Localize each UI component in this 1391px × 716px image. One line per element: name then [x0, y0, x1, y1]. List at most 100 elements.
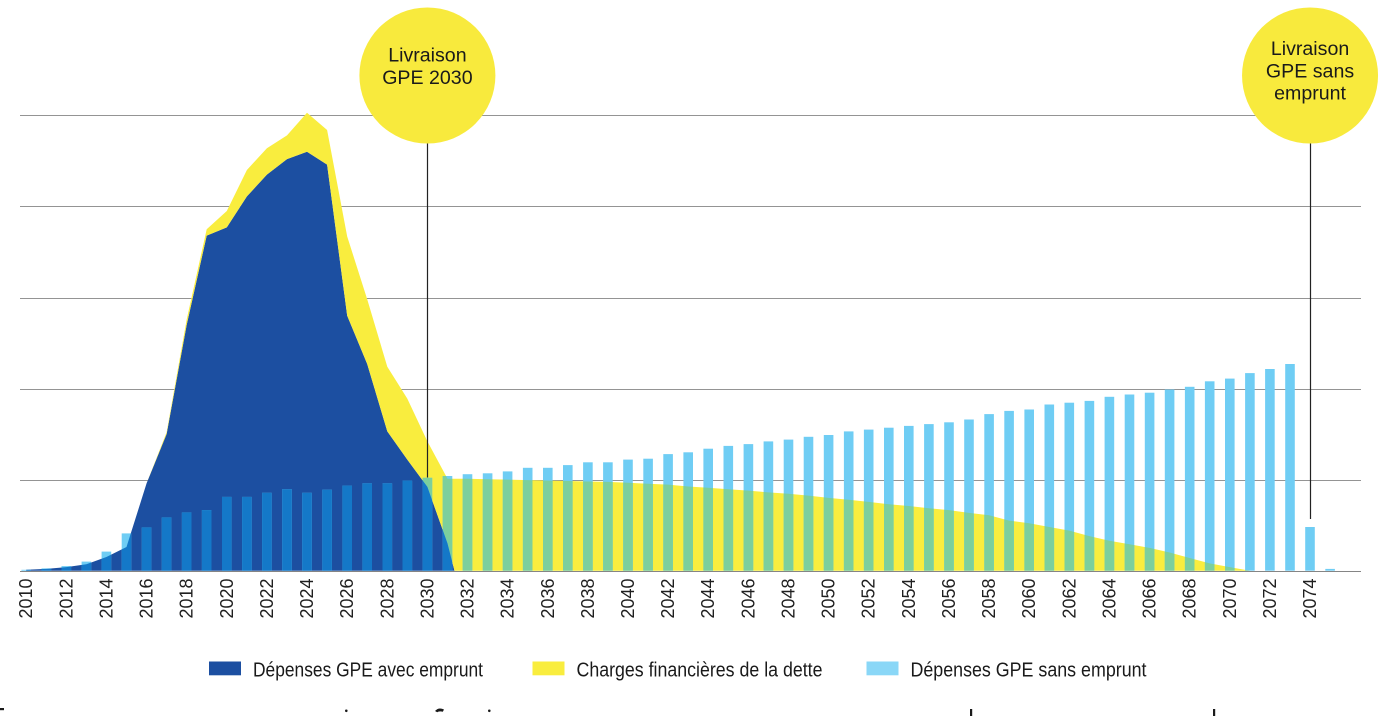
legend-label: Charges financières de la dette	[577, 660, 823, 682]
bar-2019	[201, 510, 212, 571]
bar-2012	[61, 566, 72, 571]
tick-label-2068: 2068	[1180, 578, 1200, 618]
tick-label-2050: 2050	[819, 578, 839, 618]
bar-2073	[1285, 364, 1295, 571]
bar-2037	[563, 465, 573, 571]
tick-label-2046: 2046	[738, 578, 758, 618]
bar-2022	[262, 492, 272, 571]
area-charges-financieres	[146, 112, 1250, 571]
bar-2048	[783, 439, 794, 571]
caption-fragment	[0, 708, 4, 711]
bar-2065	[1124, 394, 1135, 571]
bar-2059	[1004, 410, 1014, 571]
legend-item: Dépenses GPE avec emprunt	[209, 660, 483, 682]
bar-2031	[442, 476, 453, 571]
tick-label-2030: 2030	[417, 578, 437, 618]
caption-fragment	[488, 709, 491, 713]
bar-2053	[884, 427, 894, 571]
bar-2024	[302, 492, 312, 571]
tick-label-2032: 2032	[458, 578, 478, 618]
bar-2074	[1305, 527, 1315, 571]
x-axis-tick-labels: 2010 2012 2014 2016 2018 2020 2022 2024 2026 2028…	[16, 578, 1320, 618]
bar-2010	[26, 569, 31, 571]
tick-label-2010: 2010	[16, 578, 36, 618]
tick-label-2018: 2018	[177, 578, 197, 618]
annotation-circle-2074: Livraison GPE sans emprunt	[1242, 7, 1379, 144]
tick-label-2044: 2044	[698, 578, 718, 618]
bar-2036	[543, 467, 553, 571]
bar-2026	[342, 485, 352, 571]
cropped-caption-marks	[0, 708, 1216, 716]
annotation-circle-2030: Livraison GPE 2030	[359, 7, 496, 144]
bar-2025	[322, 489, 332, 571]
tick-label-2054: 2054	[899, 578, 919, 618]
bar-2043	[683, 452, 693, 571]
bar-2066	[1144, 392, 1155, 571]
bar-2045	[723, 445, 734, 571]
bar-2072	[1265, 369, 1275, 571]
tick-label-2070: 2070	[1220, 578, 1240, 618]
area-series	[26, 112, 1250, 571]
area-depenses-avec-emprunt	[26, 151, 455, 571]
bar-2032	[462, 474, 473, 571]
bar-2035	[522, 467, 533, 571]
bar-2049	[803, 436, 814, 571]
tick-label-2072: 2072	[1260, 578, 1280, 618]
bar-2040	[623, 459, 633, 571]
bar-2023	[282, 489, 292, 571]
bar-2034	[502, 471, 513, 571]
bar-2051	[843, 431, 854, 571]
tick-label-2026: 2026	[337, 578, 357, 618]
bar-2056	[944, 422, 954, 571]
tick-label-2028: 2028	[377, 578, 397, 618]
tick-label-2058: 2058	[979, 578, 999, 618]
tick-label-2040: 2040	[618, 578, 638, 618]
tick-label-2014: 2014	[96, 578, 116, 618]
tick-label-2066: 2066	[1140, 578, 1160, 618]
bar-2052	[863, 429, 874, 571]
tick-label-2012: 2012	[56, 578, 76, 618]
bar-2018	[181, 512, 192, 571]
bar-2014	[101, 551, 112, 571]
legend-swatch	[866, 661, 899, 676]
annotation-bubble-2030	[359, 7, 496, 144]
bar-2020	[222, 496, 232, 571]
tick-label-2036: 2036	[538, 578, 558, 618]
legend: Dépenses GPE avec emprunt Charges financi…	[209, 660, 1147, 682]
tick-label-2074: 2074	[1300, 578, 1320, 618]
bar-2041	[643, 458, 653, 571]
legend-swatch	[532, 661, 565, 676]
tick-label-2052: 2052	[859, 578, 879, 618]
tick-label-2016: 2016	[137, 578, 157, 618]
bar-2038	[583, 462, 593, 571]
bar-2050	[823, 435, 834, 571]
bar-2062	[1064, 402, 1075, 571]
bar-2016	[141, 527, 152, 571]
bar-2075	[1325, 568, 1335, 571]
annotation-bubble-2074	[1242, 7, 1379, 144]
bar-2070	[1225, 378, 1235, 571]
bar-2030	[422, 477, 433, 571]
tick-label-2024: 2024	[297, 578, 317, 618]
bar-2042	[663, 454, 673, 571]
bar-2054	[904, 425, 914, 571]
annotation-label-2030: Livraison GPE 2030	[382, 45, 473, 89]
tick-label-2060: 2060	[1019, 578, 1039, 618]
legend-item: Charges financières de la dette	[532, 660, 823, 682]
bar-2044	[703, 448, 713, 571]
tick-label-2042: 2042	[658, 578, 678, 618]
bar-2063	[1084, 400, 1095, 571]
tick-label-2034: 2034	[498, 578, 518, 618]
bar-2033	[482, 473, 493, 571]
tick-label-2064: 2064	[1099, 578, 1119, 618]
bar-2067	[1164, 389, 1175, 571]
legend-label: Dépenses GPE sans emprunt	[911, 660, 1147, 682]
bar-2021	[242, 496, 252, 571]
caption-fragment	[970, 709, 973, 716]
legend-label: Dépenses GPE avec emprunt	[253, 660, 483, 682]
legend-item: Dépenses GPE sans emprunt	[866, 660, 1147, 682]
bar-2068	[1184, 386, 1195, 571]
bar-2071	[1245, 373, 1255, 571]
bar-2060	[1024, 409, 1034, 571]
